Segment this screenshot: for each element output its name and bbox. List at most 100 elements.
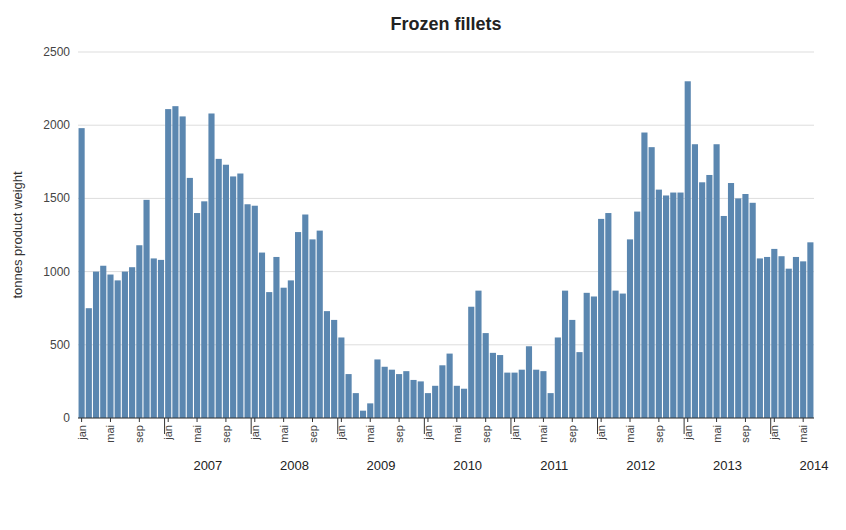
bar	[598, 219, 604, 418]
bar	[403, 371, 409, 418]
bars	[79, 81, 814, 418]
bar	[151, 258, 157, 418]
x-tick-label: mai	[104, 425, 116, 443]
bar	[396, 374, 402, 418]
year-label: 2013	[713, 458, 742, 473]
y-tick-label: 1000	[43, 265, 70, 279]
bar	[79, 128, 85, 418]
bar	[273, 257, 279, 418]
x-axis-line	[78, 418, 814, 419]
bar	[201, 201, 207, 418]
grid-line	[78, 52, 814, 53]
year-label: 2007	[193, 458, 222, 473]
bar	[742, 194, 748, 418]
y-axis: 05001000150020002500	[43, 45, 814, 425]
bar	[714, 144, 720, 418]
bar	[230, 176, 236, 418]
bar	[338, 337, 344, 418]
bar	[237, 174, 243, 418]
x-tick	[745, 418, 746, 422]
group-separator	[424, 418, 425, 434]
bar	[620, 294, 626, 418]
x-tick	[716, 418, 717, 422]
bar	[490, 353, 496, 418]
bar	[389, 370, 395, 418]
x-tick	[341, 418, 342, 422]
bar	[245, 204, 251, 418]
bar	[721, 216, 727, 418]
x-tick-label: sep	[653, 425, 665, 443]
x-tick	[630, 418, 631, 422]
year-label: 2008	[280, 458, 309, 473]
bar	[382, 367, 388, 418]
bar	[360, 411, 366, 418]
bar	[735, 198, 741, 418]
y-tick-label: 2000	[43, 118, 70, 132]
bar	[302, 215, 308, 418]
x-tick	[572, 418, 573, 422]
y-tick-label: 500	[50, 338, 70, 352]
bar	[374, 359, 380, 418]
x-tick-label: jan	[335, 425, 347, 441]
bar	[165, 109, 171, 418]
bar	[641, 133, 647, 418]
bar	[454, 386, 460, 418]
title: Frozen fillets	[390, 14, 501, 34]
bar	[483, 333, 489, 418]
year-label: 2011	[540, 458, 568, 473]
group-separator	[251, 418, 252, 434]
y-tick-label: 1500	[43, 191, 70, 205]
x-tick	[601, 418, 602, 422]
bar	[158, 260, 164, 418]
bar	[295, 232, 301, 418]
annotations: 20072008200920102011201220132014	[165, 418, 829, 473]
x-tick-label: mai	[711, 425, 723, 443]
group-separator	[337, 418, 338, 434]
bar	[800, 261, 806, 418]
x-tick-label: sep	[307, 425, 319, 443]
bar	[497, 355, 503, 418]
bar	[634, 212, 640, 418]
x-tick-label: mai	[537, 425, 549, 443]
bar	[569, 320, 575, 418]
x-tick-label: jan	[595, 425, 607, 441]
bar	[613, 291, 619, 418]
x-tick	[254, 418, 255, 422]
bar	[86, 308, 92, 418]
bar	[288, 280, 294, 418]
bar	[100, 266, 106, 418]
bar	[670, 193, 676, 418]
bar	[475, 291, 481, 418]
bar	[187, 178, 193, 418]
x-tick-label: mai	[364, 425, 376, 443]
bar	[346, 374, 352, 418]
x-tick	[399, 418, 400, 422]
x-tick-label: mai	[451, 425, 463, 443]
year-label: 2009	[367, 458, 396, 473]
bar	[129, 267, 135, 418]
bar	[649, 147, 655, 418]
x-tick-label: sep	[480, 425, 492, 443]
x-tick	[687, 418, 688, 422]
bar	[439, 365, 445, 418]
x-tick	[658, 418, 659, 422]
bar	[533, 370, 539, 418]
bar	[764, 257, 770, 418]
x-tick	[168, 418, 169, 422]
bar	[136, 245, 142, 418]
bar	[353, 393, 359, 418]
bar	[807, 242, 813, 418]
x-tick-label: mai	[624, 425, 636, 443]
bar	[143, 200, 149, 418]
bar	[93, 272, 99, 418]
x-tick-label: mai	[797, 425, 809, 443]
bar	[172, 106, 178, 418]
group-separator	[684, 418, 685, 434]
bar	[692, 144, 698, 418]
chart: Frozen filletstonnes product weight05001…	[0, 0, 846, 530]
bar	[584, 293, 590, 418]
x-tick	[197, 418, 198, 422]
bar	[425, 393, 431, 418]
x-tick	[283, 418, 284, 422]
x-tick-label: sep	[739, 425, 751, 443]
